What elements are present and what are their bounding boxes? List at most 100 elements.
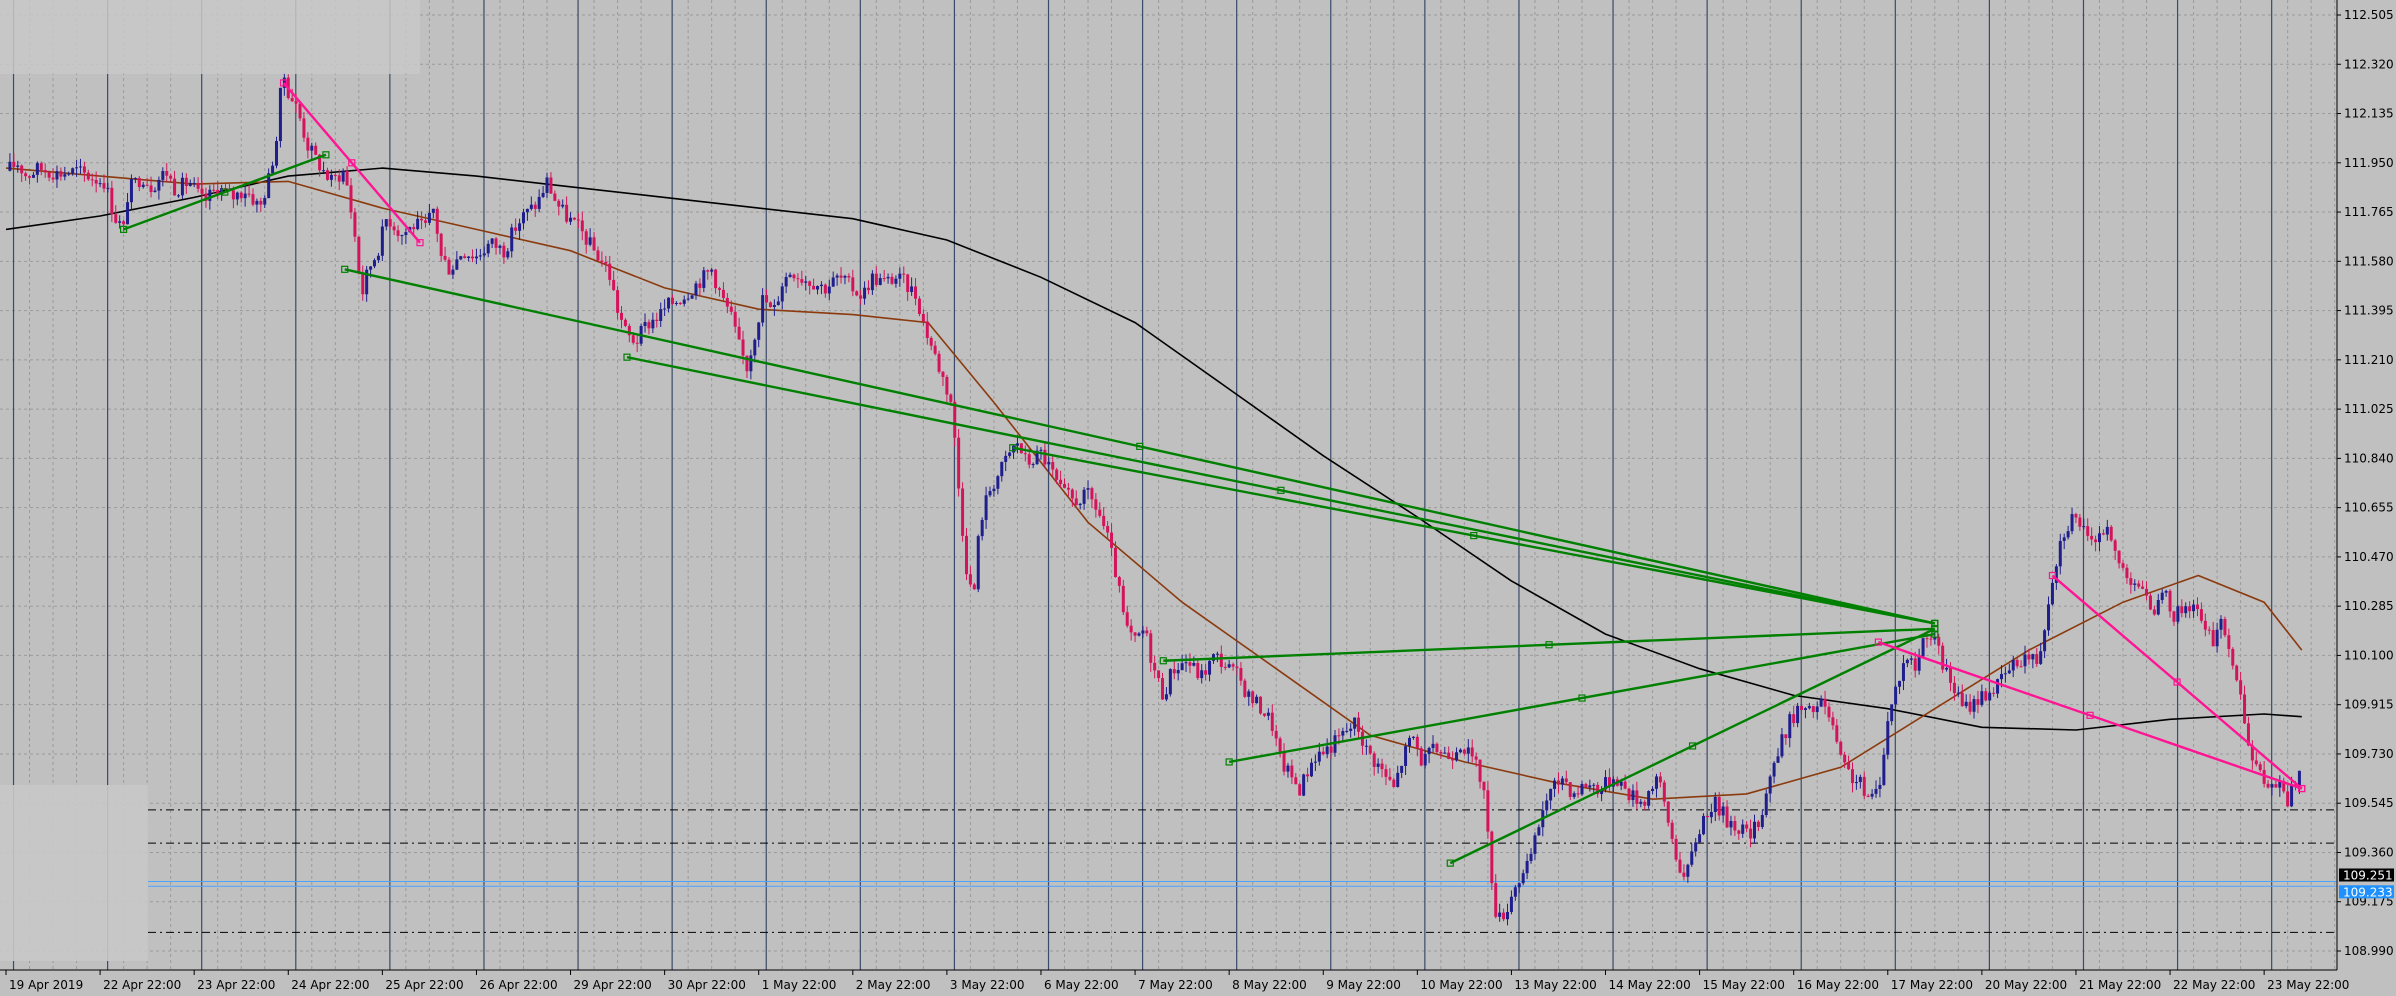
candle-body bbox=[2027, 654, 2031, 660]
trendline-handle[interactable] bbox=[1009, 444, 1017, 452]
trendline-handle[interactable] bbox=[2298, 784, 2306, 793]
trendline-handle[interactable] bbox=[2048, 571, 2057, 580]
trendline[interactable] bbox=[123, 153, 327, 231]
trendline-handle[interactable] bbox=[1931, 625, 1939, 633]
candle-body bbox=[1274, 730, 1278, 739]
candle-body bbox=[1431, 743, 1435, 748]
candle-body bbox=[380, 226, 384, 256]
trendline-handle[interactable] bbox=[1136, 442, 1144, 450]
candle-body bbox=[714, 269, 718, 289]
trendline-handle[interactable] bbox=[1470, 531, 1478, 540]
candle-body bbox=[1294, 777, 1298, 785]
candle-body bbox=[521, 212, 525, 224]
candle-body bbox=[1329, 746, 1333, 753]
trendline-handle[interactable] bbox=[279, 79, 288, 87]
candle-body bbox=[2129, 578, 2133, 585]
trendline-handle[interactable] bbox=[623, 353, 631, 361]
trendline[interactable] bbox=[626, 356, 1936, 625]
info-panel-top bbox=[0, 0, 420, 74]
trendline-handle[interactable] bbox=[2173, 678, 2181, 686]
trendline-handle[interactable] bbox=[322, 151, 330, 159]
candle-body bbox=[1666, 801, 1670, 823]
candle-body bbox=[1286, 765, 1290, 772]
moving-average-line[interactable] bbox=[5, 167, 2302, 731]
trendline-handle[interactable] bbox=[348, 159, 356, 167]
candle-body bbox=[1368, 745, 1372, 754]
trendline-handle[interactable] bbox=[221, 188, 229, 196]
candle-body bbox=[2035, 654, 2039, 664]
trendline[interactable] bbox=[1163, 627, 1935, 662]
candle-body bbox=[1106, 526, 1110, 533]
trendline-handle[interactable] bbox=[1277, 486, 1285, 494]
candle-body bbox=[216, 189, 220, 195]
trendline-handle[interactable] bbox=[1688, 742, 1697, 750]
trendline-handle[interactable] bbox=[1159, 657, 1167, 665]
candle-body bbox=[149, 185, 153, 193]
candle-body bbox=[2141, 586, 2145, 589]
candle-body bbox=[482, 253, 486, 256]
candle-body bbox=[55, 171, 59, 180]
candle-body bbox=[917, 298, 921, 314]
y-tick-label: 110.470 bbox=[2344, 550, 2394, 564]
candle-body bbox=[674, 302, 678, 304]
candle-body bbox=[580, 220, 584, 232]
trendline-handle[interactable] bbox=[416, 239, 424, 247]
candle-body bbox=[1509, 896, 1513, 912]
trendline[interactable] bbox=[1012, 446, 1936, 625]
candle-body bbox=[1682, 872, 1686, 877]
trendline[interactable] bbox=[1228, 632, 1936, 764]
trendline-handle[interactable] bbox=[1931, 630, 1939, 638]
candle-body bbox=[322, 170, 326, 172]
candle-body bbox=[1443, 752, 1447, 754]
candle-body bbox=[1572, 793, 1576, 797]
candle-body bbox=[31, 174, 35, 178]
price-axis-background bbox=[2337, 0, 2396, 996]
candle-body bbox=[1952, 682, 1956, 694]
candle-body bbox=[1486, 790, 1490, 832]
candle-body bbox=[176, 195, 180, 197]
candle-body bbox=[2066, 531, 2070, 538]
trendline[interactable] bbox=[1449, 627, 1936, 865]
candle-body bbox=[612, 279, 616, 291]
candle-body bbox=[1564, 778, 1568, 783]
trendline-handle[interactable] bbox=[1225, 758, 1233, 766]
candle-body bbox=[1721, 806, 1725, 816]
trendline-handle[interactable] bbox=[1446, 859, 1454, 867]
trendline-handle[interactable] bbox=[120, 225, 128, 233]
trendline[interactable] bbox=[282, 82, 421, 244]
candle-body bbox=[59, 171, 63, 177]
candle-body bbox=[1384, 769, 1388, 777]
candle-body bbox=[8, 161, 12, 171]
trendline-handle[interactable] bbox=[341, 265, 349, 273]
candle-body bbox=[243, 193, 247, 199]
candle-body bbox=[1988, 692, 1992, 701]
trendline[interactable] bbox=[2051, 574, 2303, 790]
trendline-handle[interactable] bbox=[1874, 638, 1882, 646]
candle-body bbox=[1396, 772, 1400, 787]
candle-body bbox=[486, 243, 490, 254]
candle-body bbox=[447, 259, 451, 275]
candle-body bbox=[463, 256, 467, 258]
trendline-handle[interactable] bbox=[1545, 641, 1553, 649]
candle-body bbox=[1839, 741, 1843, 755]
trendline-handle[interactable] bbox=[1931, 619, 1939, 628]
candle-body bbox=[1161, 678, 1165, 700]
candle-body bbox=[467, 256, 471, 258]
candle-body bbox=[565, 204, 569, 222]
trendline[interactable] bbox=[1877, 640, 2303, 790]
candle-body bbox=[1400, 765, 1404, 773]
x-tick-label: 1 May 22:00 bbox=[762, 978, 837, 992]
candle-body bbox=[1976, 699, 1980, 705]
candle-body bbox=[682, 299, 686, 304]
candle-body bbox=[1639, 801, 1643, 804]
trendline-handle[interactable] bbox=[2086, 711, 2094, 719]
moving-average-line[interactable] bbox=[5, 167, 2303, 801]
candle-body bbox=[1251, 691, 1255, 704]
trendline-handle[interactable] bbox=[1578, 694, 1586, 702]
candle-body bbox=[792, 274, 796, 279]
candle-body bbox=[1651, 788, 1655, 792]
candle-body bbox=[718, 288, 722, 290]
candle-body bbox=[1901, 663, 1905, 681]
trendline[interactable] bbox=[344, 268, 1936, 625]
